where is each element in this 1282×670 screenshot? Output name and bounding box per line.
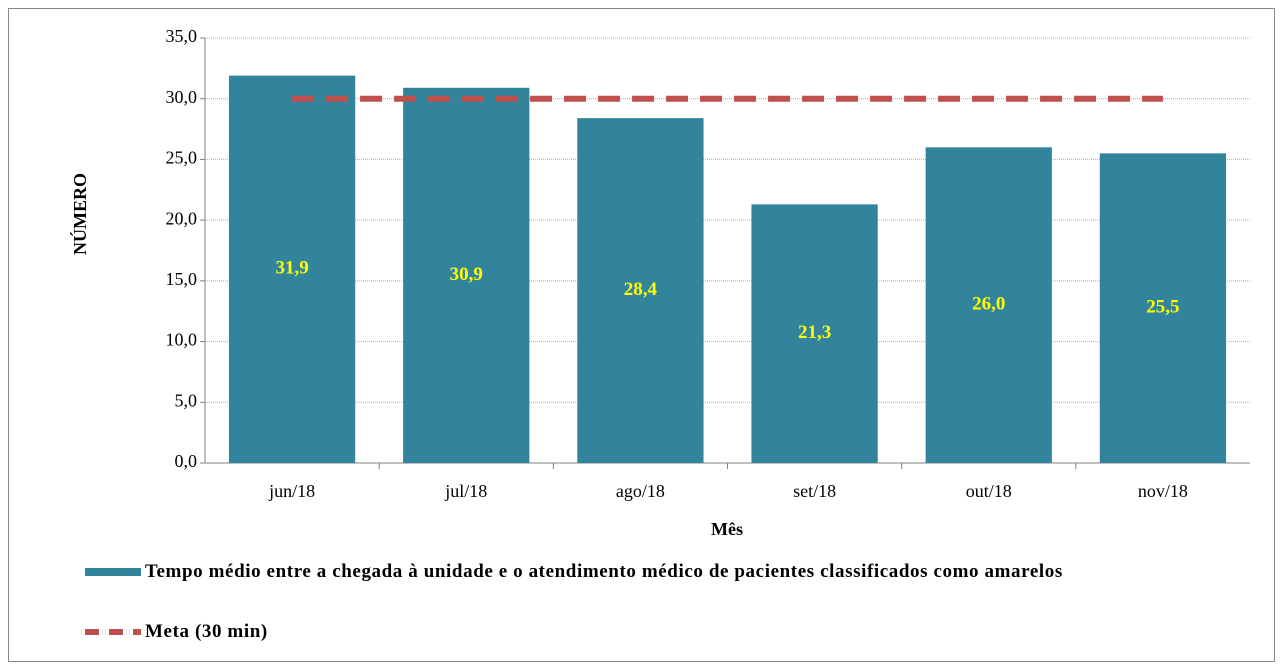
y-tick-label: 25,0 (166, 148, 198, 168)
data-label: 26,0 (972, 294, 1005, 315)
bar (925, 147, 1052, 464)
legend-item: Meta (30 min) (85, 621, 1255, 643)
bar (1099, 153, 1227, 463)
legend-swatch-bar (85, 568, 141, 576)
y-tick-label: 20,0 (166, 208, 198, 228)
bar (228, 75, 356, 464)
x-axis-label: Mês (711, 519, 743, 539)
bar (751, 204, 878, 463)
x-tick-label: jun/18 (268, 481, 315, 501)
data-label: 30,9 (450, 264, 483, 285)
y-tick-label: 15,0 (166, 269, 198, 289)
bar (577, 118, 704, 464)
legend-swatch (85, 568, 141, 576)
x-tick-label: jul/18 (444, 481, 487, 501)
x-tick-label: nov/18 (1138, 481, 1188, 501)
y-tick-label: 0,0 (175, 451, 198, 471)
y-axis-label: NÚMERO (69, 173, 90, 255)
x-tick-label: set/18 (793, 481, 836, 501)
y-tick-label: 30,0 (166, 87, 198, 107)
y-tick-label: 10,0 (166, 330, 198, 350)
chart-frame (8, 8, 1275, 662)
legend-label: Tempo médio entre a chegada à unidade e … (145, 561, 1063, 582)
y-tick-label: 35,0 (166, 26, 198, 46)
x-tick-label: out/18 (966, 481, 1012, 501)
data-label: 21,3 (798, 322, 831, 343)
legend-label: Meta (30 min) (145, 621, 268, 642)
bar (403, 87, 530, 464)
x-tick-label: ago/18 (616, 481, 665, 501)
legend-item: Tempo médio entre a chegada à unidade e … (85, 561, 1255, 583)
y-tick-label: 5,0 (175, 390, 198, 410)
data-label: 31,9 (275, 258, 308, 279)
data-label: 28,4 (624, 279, 658, 300)
legend-swatch (85, 629, 141, 635)
data-label: 25,5 (1146, 297, 1179, 318)
